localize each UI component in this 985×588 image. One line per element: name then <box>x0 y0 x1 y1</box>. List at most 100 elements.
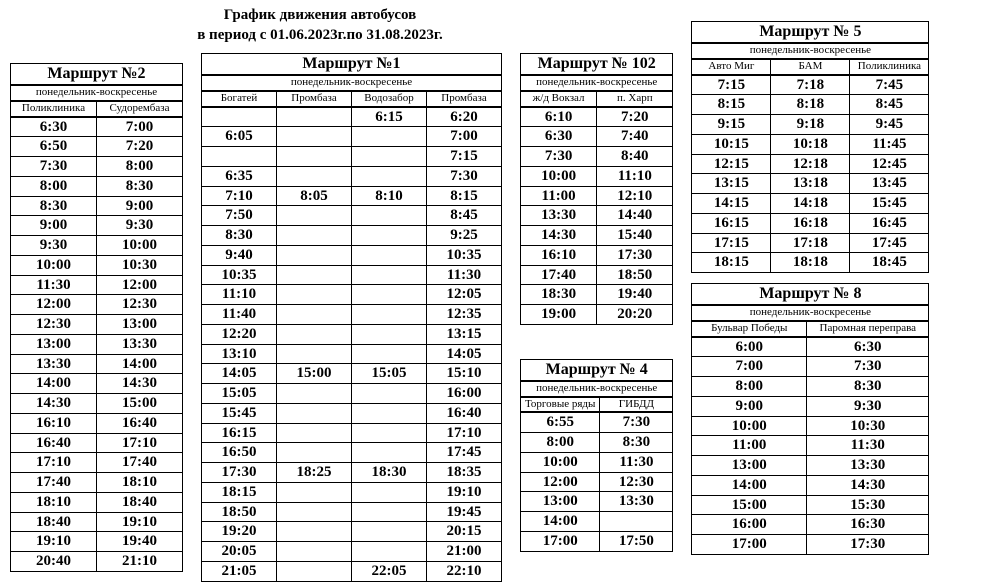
time-cell: 11:00 <box>521 186 597 206</box>
time-cell: 14:30 <box>11 394 97 414</box>
time-cell: 13:30 <box>807 456 929 476</box>
time-cell <box>277 324 352 344</box>
time-cell <box>277 285 352 305</box>
route-days: понедельник-воскресенье <box>692 43 929 59</box>
time-cell: 12:20 <box>202 324 277 344</box>
route-days: понедельник-воскресенье <box>521 381 673 397</box>
time-cell: 7:50 <box>202 206 277 226</box>
time-cell <box>277 423 352 443</box>
time-cell: 13:00 <box>97 315 183 335</box>
time-row: 6:156:20 <box>202 107 502 127</box>
time-cell <box>277 265 352 285</box>
time-cell: 18:30 <box>521 285 597 305</box>
time-row: 17:1017:40 <box>11 453 183 473</box>
time-cell: 14:40 <box>597 206 673 226</box>
time-cell: 12:35 <box>427 305 502 325</box>
time-cell: 14:05 <box>427 344 502 364</box>
time-cell: 19:40 <box>597 285 673 305</box>
column-header: Торговые ряды <box>521 397 600 413</box>
time-cell: 7:15 <box>692 75 771 95</box>
time-row: 13:10 14:05 <box>202 344 502 364</box>
time-cell: 11:30 <box>11 275 97 295</box>
time-cell: 20:40 <box>11 552 97 572</box>
time-cell: 13:30 <box>11 354 97 374</box>
time-cell: 6:55 <box>521 412 600 432</box>
time-cell: 7:00 <box>692 357 807 377</box>
time-cell: 9:40 <box>202 245 277 265</box>
time-cell <box>352 305 427 325</box>
route-days: понедельник-воскресенье <box>11 85 183 101</box>
time-cell: 11:10 <box>597 166 673 186</box>
time-row: 6:557:30 <box>521 412 673 432</box>
time-row: 15:05 16:00 <box>202 384 502 404</box>
time-cell <box>352 147 427 167</box>
time-row: 14:0014:30 <box>11 374 183 394</box>
time-cell <box>352 344 427 364</box>
time-cell: 21:05 <box>202 561 277 581</box>
time-row: 14:3015:40 <box>521 226 673 246</box>
time-cell: 9:25 <box>427 226 502 246</box>
column-header: Богатей <box>202 91 277 107</box>
time-row: 8:008:30 <box>521 433 673 453</box>
column-route-102-4: Маршрут № 102понедельник-воскресеньеж/д … <box>520 53 673 552</box>
time-cell <box>600 512 673 532</box>
time-row: 18:15 19:10 <box>202 482 502 502</box>
time-cell: 8:45 <box>850 95 929 115</box>
time-cell: 13:15 <box>692 174 771 194</box>
time-row: 9:40 10:35 <box>202 245 502 265</box>
time-cell: 16:15 <box>692 213 771 233</box>
time-row: 11:0012:10 <box>521 186 673 206</box>
time-cell: 14:18 <box>771 194 850 214</box>
time-cell: 7:15 <box>427 147 502 167</box>
time-row: 7:15 <box>202 147 502 167</box>
time-cell: 13:00 <box>11 334 97 354</box>
time-row: 18:3019:40 <box>521 285 673 305</box>
time-cell <box>202 147 277 167</box>
column-header: Паромная переправа <box>807 321 929 337</box>
time-row: 6:35 7:30 <box>202 166 502 186</box>
time-cell: 12:18 <box>771 154 850 174</box>
time-row: 19:20 20:15 <box>202 522 502 542</box>
time-cell: 16:15 <box>202 423 277 443</box>
time-row: 7:308:40 <box>521 147 673 167</box>
column-header: Водозабор <box>352 91 427 107</box>
time-row: 16:1016:40 <box>11 413 183 433</box>
time-row: 17:0017:50 <box>521 531 673 551</box>
time-cell: 14:15 <box>692 194 771 214</box>
time-cell: 17:00 <box>521 531 600 551</box>
time-cell: 12:30 <box>11 315 97 335</box>
time-cell <box>277 127 352 147</box>
time-cell: 6:30 <box>521 127 597 147</box>
time-cell: 7:00 <box>97 117 183 137</box>
time-cell: 10:00 <box>692 416 807 436</box>
time-cell: 6:10 <box>521 107 597 127</box>
time-cell: 10:18 <box>771 134 850 154</box>
time-row: 21:05 22:0522:10 <box>202 561 502 581</box>
time-row: 9:009:30 <box>11 216 183 236</box>
time-cell: 7:20 <box>97 137 183 157</box>
time-cell: 8:30 <box>97 176 183 196</box>
time-cell: 10:00 <box>521 452 600 472</box>
time-cell: 14:30 <box>521 226 597 246</box>
time-cell: 17:10 <box>97 433 183 453</box>
time-cell: 11:40 <box>202 305 277 325</box>
time-row: 16:50 17:45 <box>202 443 502 463</box>
time-cell: 8:30 <box>11 196 97 216</box>
route-4-table: Маршрут № 4понедельник-воскресеньеТоргов… <box>520 359 673 552</box>
time-cell: 12:00 <box>521 472 600 492</box>
route-title: Маршрут № 102 <box>521 54 673 76</box>
time-cell <box>277 522 352 542</box>
time-row: 11:0011:30 <box>692 436 929 456</box>
time-cell: 13:30 <box>521 206 597 226</box>
time-cell <box>352 206 427 226</box>
time-cell <box>277 443 352 463</box>
time-row: 13:3014:00 <box>11 354 183 374</box>
time-cell: 16:45 <box>850 213 929 233</box>
time-cell: 10:00 <box>97 236 183 256</box>
time-cell: 9:45 <box>850 115 929 135</box>
time-cell: 6:30 <box>807 337 929 357</box>
time-cell: 9:00 <box>97 196 183 216</box>
time-cell <box>352 443 427 463</box>
time-row: 14:0515:0015:0515:10 <box>202 364 502 384</box>
time-cell <box>352 324 427 344</box>
